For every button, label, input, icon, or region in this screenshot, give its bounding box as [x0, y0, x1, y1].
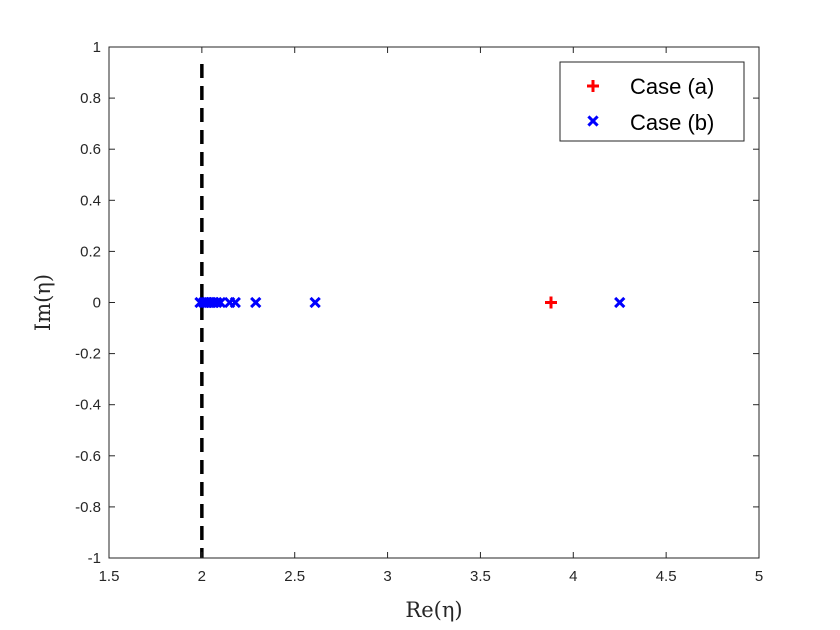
- y-tick-label-0: -1: [88, 550, 101, 567]
- y-tick-label-9: 0.8: [80, 90, 101, 107]
- point-series1-11: [250, 296, 262, 309]
- axes: [108, 46, 760, 559]
- point-series1-8: [214, 296, 227, 309]
- x-tick-label-4: 3.5: [470, 568, 491, 585]
- data-markers: [194, 296, 626, 309]
- x-axis-title: Re(η): [405, 598, 462, 622]
- legend-box: [559, 61, 745, 142]
- point-series1-10: [229, 296, 241, 309]
- legend-symbol-plus: [587, 80, 599, 92]
- x-tick-label-5: 4: [569, 568, 577, 585]
- legend: Case (a) Case (b): [559, 61, 745, 142]
- y-tick-label-8: 0.6: [80, 141, 101, 158]
- y-tick-label-1: -0.8: [75, 499, 101, 516]
- x-tick-label-0: 1.5: [99, 568, 120, 585]
- point-series1-7: [211, 296, 223, 309]
- x-tick-label-3: 3: [383, 568, 391, 585]
- x-tick-label-2: 2.5: [284, 568, 305, 585]
- y-tick-label-6: 0.2: [80, 243, 101, 260]
- point-series1-12: [309, 296, 321, 309]
- legend-symbol-cross: [587, 115, 599, 127]
- y-tick-label-2: -0.6: [75, 448, 101, 465]
- y-tick-label-4: -0.2: [75, 346, 101, 363]
- y-tick-label-10: 1: [93, 39, 101, 56]
- y-tick-label-7: 0.4: [80, 192, 101, 209]
- point-series1-13: [614, 296, 626, 309]
- x-tick-label-6: 4.5: [656, 568, 677, 585]
- x-tick-label-1: 2: [198, 568, 206, 585]
- point-series0-0: [545, 296, 557, 309]
- tick-labels: 1.5 2 2.5 3 3.5 4 4.5 5 -1 -0.8 -0.6 -0.4 -0.2 0 0.2 0.…: [75, 39, 763, 585]
- legend-marker-case-b: [587, 115, 599, 127]
- legend-label-case-b: Case (b): [630, 110, 714, 135]
- legend-label-case-a: Case (a): [630, 74, 714, 99]
- y-axis-title: Im(η): [31, 274, 55, 331]
- y-tick-label-5: 0: [93, 295, 101, 312]
- x-tick-label-7: 5: [755, 568, 763, 585]
- y-tick-label-3: -0.4: [75, 397, 101, 414]
- legend-marker-case-a: [587, 80, 599, 92]
